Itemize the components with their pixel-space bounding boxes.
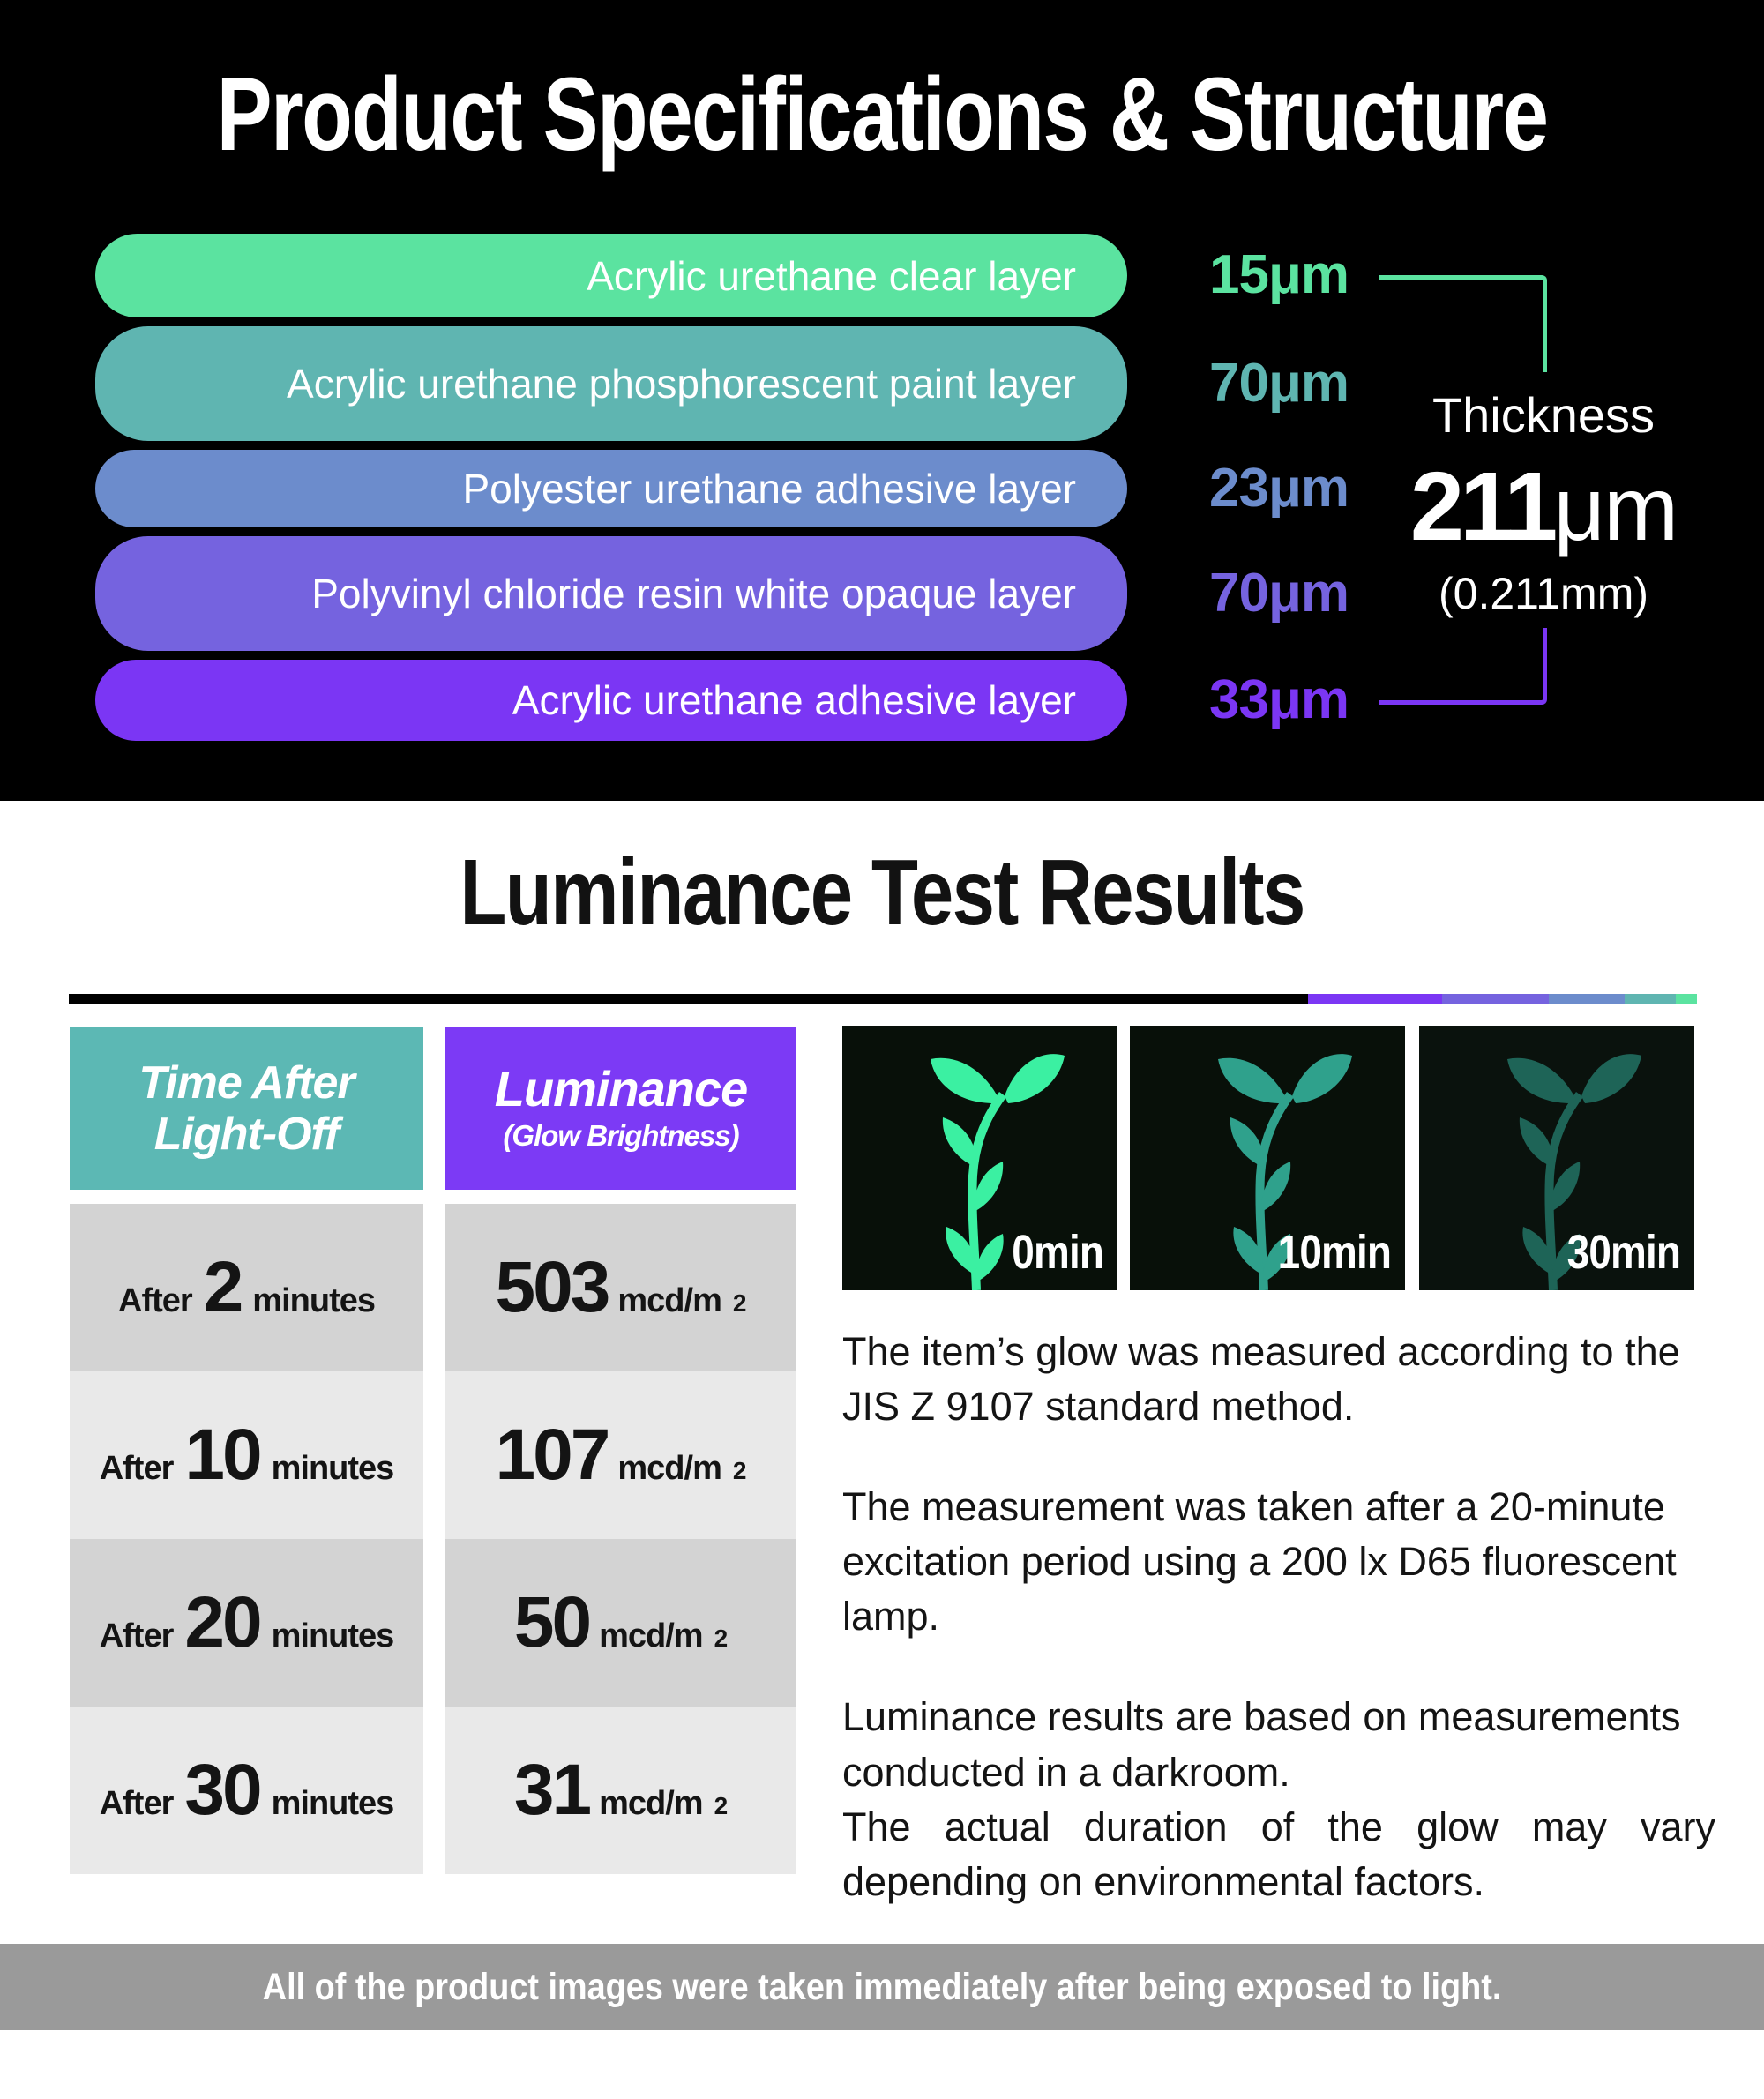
table-row-value: 503 mcd/m 2 (445, 1204, 796, 1371)
note-paragraph: Luminance results are based on measureme… (842, 1694, 1681, 1795)
divider-segment (1549, 994, 1625, 1004)
luminance-unit: mcd/m (599, 1617, 703, 1655)
thickness-bracket-top (1379, 275, 1547, 372)
thickness-bracket-bottom (1379, 628, 1547, 705)
note-paragraph: The measurement was taken after a 20-min… (842, 1484, 1677, 1640)
layer-bar-phosphorescent: Acrylic urethane phosphorescent paint la… (95, 326, 1127, 441)
results-title: Luminance Test Results (460, 840, 1305, 945)
luminance-column-header: Luminance (Glow Brightness) (445, 1027, 796, 1190)
layer-label: Polyester urethane adhesive layer (462, 466, 1076, 512)
table-row-value: 31 mcd/m 2 (445, 1707, 796, 1874)
accent-divider (69, 994, 1697, 1004)
luminance-unit-sub: 2 (732, 1457, 747, 1484)
layer-label: Acrylic urethane adhesive layer (512, 677, 1076, 723)
table-row-time: After 10 minutes (70, 1371, 423, 1539)
glow-photo-30min: 30min (1419, 1026, 1694, 1290)
table-row-time: After 2 minutes (70, 1204, 423, 1371)
layer-label: Polyvinyl chloride resin white opaque la… (311, 571, 1076, 616)
layer-thickness-value: 70μm (1208, 563, 1349, 624)
thickness-label: Thickness (1431, 387, 1656, 443)
luminance-unit-sub: 2 (714, 1792, 729, 1819)
glow-photo-0min: 0min (842, 1026, 1117, 1290)
table-row-time: After 30 minutes (70, 1707, 423, 1874)
photo-time-label: 30min (1566, 1226, 1681, 1279)
glow-plant-illustration (931, 1054, 1065, 1290)
thickness-mm: (0.211mm) (1438, 569, 1648, 618)
time-suffix: minutes (271, 1617, 395, 1655)
footer-disclaimer-bar: All of the product images were taken imm… (0, 1944, 1764, 2030)
time-number: 30 (184, 1750, 262, 1830)
luminance-unit: mcd/m (599, 1785, 703, 1822)
thickness-unit: μm (1553, 459, 1678, 559)
spec-title: Product Specifications & Structure (216, 56, 1549, 173)
layer-thickness-value: 70μm (1208, 353, 1349, 414)
luminance-table-time-column: Time After Light-Off After 2 minutes After… (70, 1027, 423, 1874)
glow-plant-illustration (1218, 1054, 1352, 1290)
measurement-notes: The item’s glow was measured according t… (842, 1325, 1715, 1909)
glow-plant-illustration (1507, 1054, 1641, 1290)
layer-bar-clear: Acrylic urethane clear layer (95, 234, 1127, 317)
layer-bar-acrylic-adhesive: Acrylic urethane adhesive layer (95, 660, 1127, 741)
layer-label: Acrylic urethane clear layer (587, 252, 1076, 299)
layer-bar-polyester-adhesive: Polyester urethane adhesive layer (95, 450, 1127, 527)
header-line: Time After (138, 1057, 355, 1109)
photo-time-label: 0min (1012, 1226, 1104, 1279)
header-line: Luminance (494, 1060, 749, 1117)
table-row-time: After 20 minutes (70, 1539, 423, 1707)
note-paragraph: The item’s glow was measured according t… (842, 1329, 1680, 1430)
time-suffix: minutes (252, 1282, 376, 1319)
footer-disclaimer-text: All of the product images were taken imm… (262, 1965, 1502, 2008)
divider-segment (1676, 994, 1697, 1004)
luminance-number: 50 (513, 1582, 592, 1662)
time-column-header: Time After Light-Off (70, 1027, 423, 1190)
note-paragraph: The actual duration of the glow may vary… (842, 1804, 1715, 1904)
time-suffix: minutes (271, 1450, 395, 1487)
spec-section: Product Specifications & Structure Acryl… (0, 0, 1764, 801)
thickness-number: 211 (1409, 452, 1558, 561)
time-prefix: After (99, 1450, 175, 1487)
time-number: 2 (203, 1247, 244, 1327)
divider-segment (69, 994, 1308, 1004)
luminance-number: 31 (513, 1750, 592, 1830)
time-prefix: After (99, 1785, 175, 1822)
header-line: Light-Off (153, 1108, 340, 1160)
luminance-number: 107 (495, 1415, 611, 1495)
layer-bar-pvc-white: Polyvinyl chloride resin white opaque la… (95, 536, 1127, 651)
time-number: 10 (184, 1415, 262, 1495)
thickness-value: 211μm (1372, 451, 1715, 563)
luminance-table-value-column: Luminance (Glow Brightness) 503 mcd/m 2 10… (445, 1027, 796, 1874)
divider-segment (1625, 994, 1676, 1004)
divider-segment (1308, 994, 1442, 1004)
photo-time-label: 10min (1277, 1226, 1392, 1279)
luminance-unit-sub: 2 (714, 1625, 729, 1652)
time-number: 20 (184, 1582, 262, 1662)
luminance-number: 503 (495, 1247, 611, 1327)
layer-thickness-value: 33μm (1208, 669, 1349, 730)
time-prefix: After (118, 1282, 193, 1319)
total-thickness-block: Thickness 211μm (0.211mm) (1372, 386, 1715, 619)
header-line: (Glow Brightness) (503, 1118, 739, 1152)
layer-thickness-value: 23μm (1208, 458, 1349, 519)
luminance-unit: mcd/m (617, 1450, 721, 1487)
glow-photo-10min: 10min (1130, 1026, 1405, 1290)
layer-thickness-value: 15μm (1208, 244, 1349, 305)
luminance-unit: mcd/m (617, 1282, 721, 1319)
time-suffix: minutes (271, 1785, 395, 1822)
divider-segment (1442, 994, 1549, 1004)
luminance-unit-sub: 2 (732, 1289, 747, 1317)
time-prefix: After (99, 1617, 175, 1655)
layer-label: Acrylic urethane phosphorescent paint la… (287, 361, 1076, 407)
table-row-value: 107 mcd/m 2 (445, 1371, 796, 1539)
table-row-value: 50 mcd/m 2 (445, 1539, 796, 1707)
